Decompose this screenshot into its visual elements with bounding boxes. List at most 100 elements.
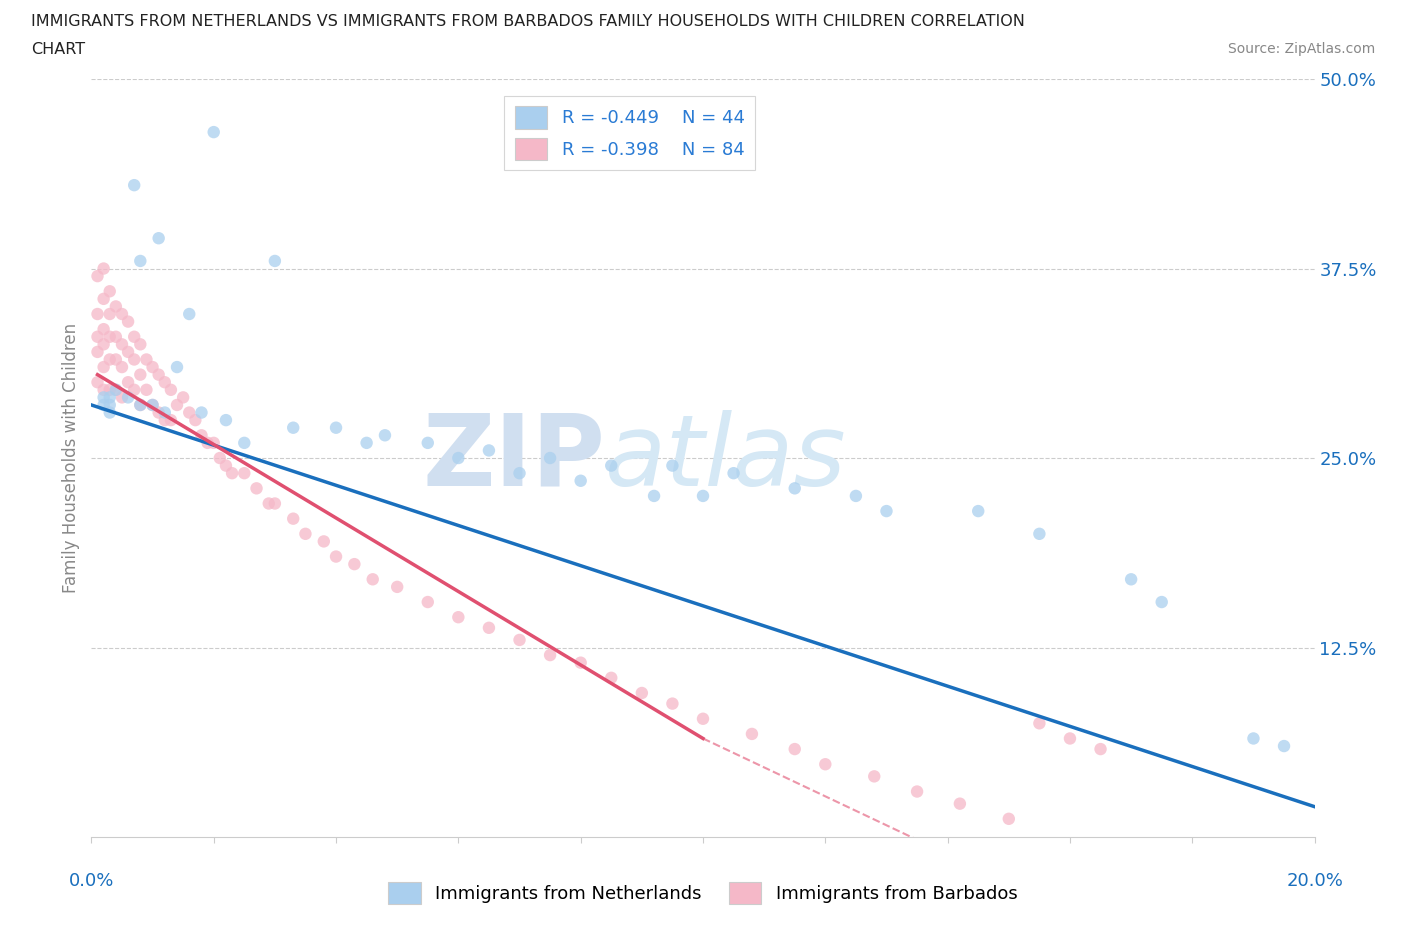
Point <box>122 178 145 193</box>
Point <box>93 390 115 405</box>
Point <box>416 435 439 450</box>
Point <box>148 405 170 420</box>
Point <box>172 390 194 405</box>
Point <box>93 322 115 337</box>
Point <box>569 473 592 488</box>
Point <box>104 352 127 367</box>
Point <box>361 572 384 587</box>
Point <box>385 579 409 594</box>
Point <box>325 420 347 435</box>
Point <box>949 796 972 811</box>
Text: 20.0%: 20.0% <box>1286 871 1343 889</box>
Point <box>148 231 170 246</box>
Point <box>356 435 378 450</box>
Point <box>643 488 665 503</box>
Point <box>93 360 115 375</box>
Point <box>190 428 212 443</box>
Point <box>215 413 238 428</box>
Point <box>129 397 152 412</box>
Point <box>478 443 501 458</box>
Point <box>294 526 316 541</box>
Text: IMMIGRANTS FROM NETHERLANDS VS IMMIGRANTS FROM BARBADOS FAMILY HOUSEHOLDS WITH C: IMMIGRANTS FROM NETHERLANDS VS IMMIGRANT… <box>31 14 1025 29</box>
Point <box>117 390 139 405</box>
Point <box>202 435 225 450</box>
Point <box>741 726 763 741</box>
Point <box>509 632 531 647</box>
Point <box>104 299 127 314</box>
Point <box>98 329 121 344</box>
Point <box>184 413 207 428</box>
Point <box>93 337 115 352</box>
Point <box>692 488 714 503</box>
Point <box>86 269 108 284</box>
Point <box>190 405 212 420</box>
Point <box>264 254 287 269</box>
Point <box>998 811 1021 826</box>
Point <box>98 352 121 367</box>
Point <box>160 382 183 397</box>
Point <box>692 711 714 726</box>
Point <box>447 610 470 625</box>
Point <box>478 620 501 635</box>
Point <box>179 307 201 322</box>
Point <box>233 435 256 450</box>
Point <box>166 360 188 375</box>
Point <box>1272 738 1295 753</box>
Point <box>117 375 139 390</box>
Point <box>129 397 152 412</box>
Text: 0.0%: 0.0% <box>69 871 114 889</box>
Point <box>215 458 238 473</box>
Point <box>104 382 127 397</box>
Point <box>1059 731 1081 746</box>
Point <box>221 466 243 481</box>
Text: Source: ZipAtlas.com: Source: ZipAtlas.com <box>1227 42 1375 56</box>
Point <box>600 671 623 685</box>
Point <box>283 420 305 435</box>
Point <box>98 307 121 322</box>
Point <box>1028 526 1050 541</box>
Point <box>98 382 121 397</box>
Point <box>374 428 396 443</box>
Point <box>129 367 152 382</box>
Point <box>98 390 121 405</box>
Point <box>1090 741 1112 756</box>
Text: CHART: CHART <box>31 42 84 57</box>
Point <box>245 481 267 496</box>
Point <box>661 697 683 711</box>
Point <box>257 496 280 511</box>
Point <box>160 413 183 428</box>
Point <box>153 405 176 420</box>
Point <box>631 685 654 700</box>
Point <box>86 307 108 322</box>
Point <box>104 382 127 397</box>
Legend: Immigrants from Netherlands, Immigrants from Barbados: Immigrants from Netherlands, Immigrants … <box>381 875 1025 911</box>
Point <box>129 254 152 269</box>
Point <box>117 314 139 329</box>
Point <box>93 261 115 276</box>
Point <box>343 557 366 572</box>
Point <box>179 405 201 420</box>
Text: ZIP: ZIP <box>422 409 605 507</box>
Point <box>875 504 898 519</box>
Point <box>129 337 152 352</box>
Point <box>814 757 837 772</box>
Y-axis label: Family Households with Children: Family Households with Children <box>62 323 80 593</box>
Point <box>98 397 121 412</box>
Point <box>325 549 347 564</box>
Point <box>122 382 145 397</box>
Point <box>93 382 115 397</box>
Point <box>122 352 145 367</box>
Point <box>122 329 145 344</box>
Point <box>141 360 163 375</box>
Point <box>153 413 176 428</box>
Point <box>1028 716 1050 731</box>
Point <box>967 504 990 519</box>
Point <box>135 352 157 367</box>
Point <box>111 390 134 405</box>
Point <box>233 466 256 481</box>
Point <box>569 656 592 671</box>
Point <box>93 397 115 412</box>
Point <box>86 329 108 344</box>
Point <box>863 769 886 784</box>
Point <box>312 534 335 549</box>
